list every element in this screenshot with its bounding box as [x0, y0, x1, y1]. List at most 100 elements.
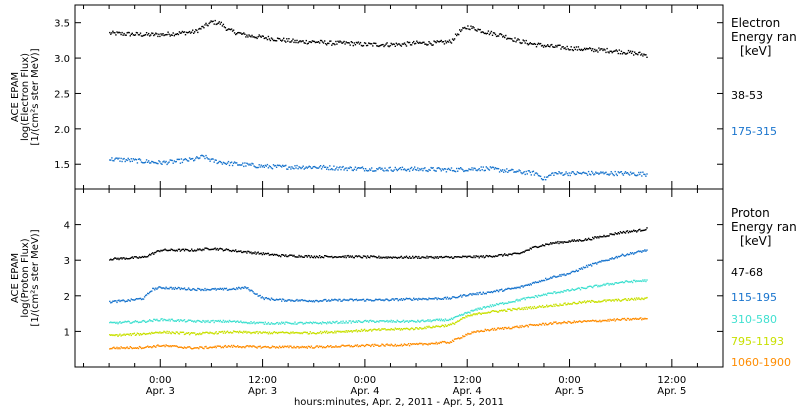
electron-data-point [545, 45, 547, 48]
proton-data-point [194, 320, 196, 322]
proton-data-point [620, 232, 623, 234]
electron-data-point [534, 172, 537, 174]
electron-data-point [560, 173, 562, 175]
proton-data-point [162, 345, 164, 347]
electron-data-point [439, 40, 441, 42]
electron-data-point [229, 28, 232, 31]
electron-data-point [331, 44, 333, 46]
proton-data-point [641, 229, 643, 232]
proton-data-point [207, 347, 209, 350]
proton-data-point [511, 254, 513, 256]
proton-data-point [306, 331, 308, 334]
proton-data-point [541, 294, 544, 297]
proton-data-point [221, 346, 224, 348]
proton-data-point [624, 255, 627, 257]
proton-data-point [601, 236, 603, 238]
electron-data-point [113, 160, 115, 162]
proton-data-point [457, 296, 459, 299]
proton-data-point [574, 288, 576, 291]
proton-data-point [362, 298, 365, 301]
electron-data-point [585, 47, 588, 50]
proton-data-point [449, 323, 452, 325]
proton-data-point [166, 319, 168, 321]
proton-data-point [481, 308, 483, 310]
electron-data-point [537, 42, 540, 44]
proton-data-point [111, 334, 113, 336]
proton-data-point [548, 305, 550, 307]
proton-data-point [403, 343, 406, 345]
electron-data-point [420, 169, 422, 171]
electron-data-point [422, 169, 424, 172]
electron-data-point [336, 43, 338, 45]
proton-data-point [356, 344, 359, 346]
electron-data-point [521, 42, 523, 44]
electron-data-point [392, 170, 394, 172]
proton-data-point [397, 320, 399, 323]
proton-data-point [483, 312, 485, 314]
proton-data-point [613, 300, 615, 302]
proton-data-point [116, 321, 118, 324]
electron-data-point [512, 169, 514, 171]
proton-data-point [443, 256, 446, 258]
proton-data-point [494, 290, 497, 293]
proton-data-point [403, 321, 406, 323]
proton-data-point [458, 296, 460, 298]
proton-data-point [327, 332, 329, 334]
proton-data-point [444, 255, 447, 258]
proton-data-point [567, 241, 569, 243]
electron-data-point [592, 172, 594, 174]
proton-data-point [239, 321, 241, 323]
proton-data-point [230, 250, 233, 253]
proton-data-point [606, 320, 608, 322]
proton-data-point [463, 294, 465, 296]
proton-data-point [256, 252, 258, 254]
proton-data-point [370, 299, 372, 301]
electron-data-point [551, 172, 553, 175]
proton-data-point [310, 332, 313, 335]
proton-data-point [343, 345, 345, 347]
electron-data-point [213, 23, 215, 25]
proton-data-point [536, 281, 539, 283]
proton-data-point [361, 298, 364, 301]
proton-data-point [147, 320, 149, 323]
proton-data-point [263, 253, 265, 256]
proton-data-point [472, 331, 474, 334]
proton-data-point [226, 248, 229, 251]
proton-legend-795-1193: 795-1193 [731, 335, 784, 348]
proton-data-point [156, 344, 158, 347]
proton-data-point [358, 330, 361, 332]
proton-data-point [368, 344, 370, 346]
proton-data-point [541, 244, 544, 246]
electron-data-point [444, 168, 447, 170]
proton-data-point [170, 345, 172, 348]
proton-data-point [556, 304, 558, 307]
proton-data-point [130, 257, 132, 259]
electron-data-point [204, 157, 206, 160]
proton-data-point [185, 289, 188, 291]
proton-data-point [288, 299, 290, 301]
proton-data-point [359, 345, 362, 348]
proton-data-point [634, 279, 636, 282]
proton-data-point [206, 347, 208, 349]
proton-data-point [378, 328, 380, 330]
proton-data-point [389, 329, 391, 331]
proton-data-point [248, 331, 250, 333]
proton-data-point [109, 321, 111, 324]
proton-data-point [502, 327, 504, 329]
proton-data-point [315, 255, 318, 257]
proton-data-point [312, 256, 315, 259]
proton-data-point [548, 323, 550, 325]
proton-data-point [606, 235, 608, 237]
proton-data-point [432, 297, 434, 300]
proton-data-point [575, 240, 578, 242]
proton-data-point [639, 228, 641, 231]
proton-data-point [496, 255, 499, 257]
proton-data-point [494, 310, 497, 312]
proton-data-point [401, 299, 404, 301]
proton-data-point [481, 293, 483, 295]
proton-data-point [456, 256, 458, 258]
proton-data-point [316, 256, 319, 258]
electron-data-point [350, 166, 352, 169]
proton-data-point [594, 262, 596, 264]
electron-data-point [508, 170, 510, 172]
